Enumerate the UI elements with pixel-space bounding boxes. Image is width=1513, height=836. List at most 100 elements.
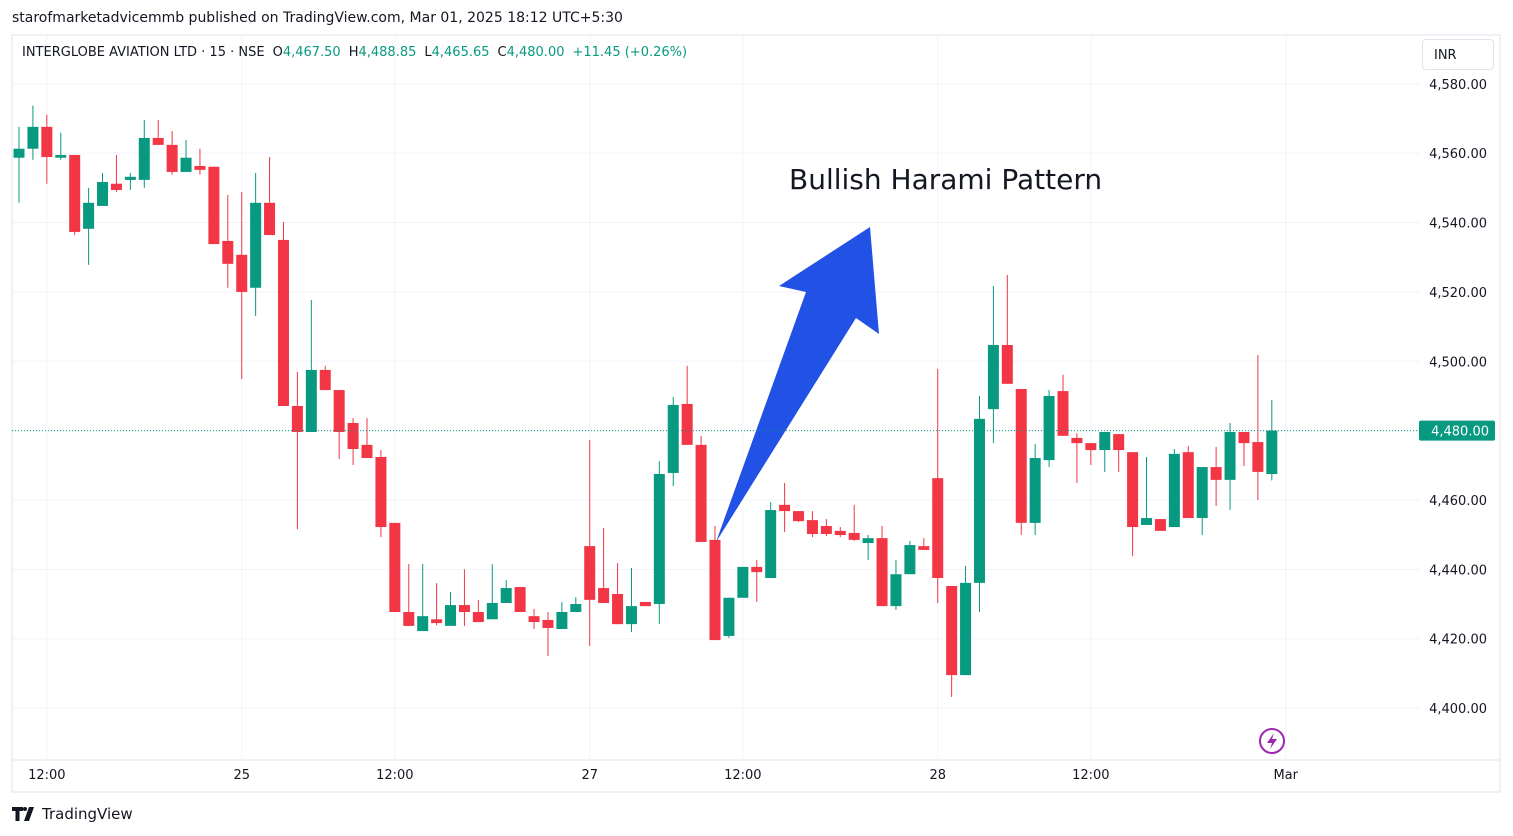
x-tick-label: 12:00	[376, 768, 413, 783]
last-price-tag	[1419, 420, 1495, 441]
y-tick-label: 4,560.00	[1429, 147, 1487, 162]
candle-body	[667, 404, 679, 473]
y-tick-label: 4,580.00	[1429, 78, 1487, 93]
legend-key: H	[348, 45, 359, 60]
candle-body	[264, 202, 276, 236]
candle-body	[389, 522, 401, 613]
legend-key: O	[272, 45, 283, 60]
candle-body	[1029, 458, 1041, 523]
x-tick-label: 25	[233, 768, 250, 783]
candle-body	[1252, 442, 1264, 472]
candle-body	[1182, 452, 1194, 519]
candle-body	[1113, 434, 1125, 451]
candle-body	[1057, 391, 1069, 436]
y-tick-label: 4,500.00	[1429, 355, 1487, 370]
candle-body	[152, 137, 164, 145]
candle-body	[765, 510, 777, 579]
legend: INTERGLOBE AVIATION LTD · 15 · NSE O 4,467…	[22, 45, 687, 60]
candle-body	[723, 597, 735, 636]
candle-body	[918, 546, 930, 550]
candle-body	[1154, 519, 1166, 531]
candle-body	[932, 478, 944, 579]
candle-body	[709, 539, 721, 641]
candle-body	[1001, 344, 1013, 384]
currency-button[interactable]: INR	[1422, 39, 1494, 70]
candle-body	[862, 538, 874, 543]
axes: 4,400.00 4,420.00 4,440.00 4,460.00 4,480.00…	[12, 78, 1495, 783]
candle-body	[486, 602, 498, 620]
candle-body	[834, 530, 846, 536]
candle-body	[375, 456, 387, 528]
candles	[13, 105, 1278, 697]
footer: TradingView	[12, 805, 133, 823]
brand: TradingView	[42, 805, 133, 823]
candle-body	[69, 154, 81, 232]
grid	[12, 35, 1420, 760]
candle-body	[876, 538, 888, 607]
candle-body	[946, 585, 958, 676]
candle-body	[138, 137, 150, 180]
y-tick-label: 4,420.00	[1429, 633, 1487, 648]
candle-body	[208, 166, 220, 245]
candle-body	[333, 390, 345, 433]
candle-body	[83, 202, 95, 229]
y-tick-label: 4,540.00	[1429, 217, 1487, 232]
candle-body	[124, 176, 136, 180]
candle-body	[319, 369, 331, 391]
candle-body	[194, 166, 206, 170]
legend-value: 4,467.50	[282, 45, 341, 60]
candle-body	[737, 566, 749, 598]
candle-body	[1127, 452, 1139, 528]
candle-body	[403, 612, 415, 626]
candle-body	[556, 612, 568, 629]
candle-body	[277, 239, 289, 407]
last-price-label: 4,480.00	[1431, 425, 1489, 440]
candle-body	[458, 605, 470, 613]
legend-value: 4,465.65	[431, 45, 490, 60]
x-tick-label: 12:00	[724, 768, 761, 783]
candle-body	[250, 202, 262, 288]
candle-body	[361, 444, 373, 459]
x-tick-label: 28	[929, 768, 946, 783]
candle-body	[681, 403, 693, 445]
candle-body	[166, 144, 178, 172]
candle-body	[639, 601, 651, 607]
candle-body	[625, 606, 637, 625]
candle-body	[653, 473, 665, 605]
candle-body	[1266, 430, 1278, 474]
candle-body	[1210, 467, 1222, 480]
candle-body	[987, 344, 999, 410]
x-tick-label: 12:00	[1072, 768, 1109, 783]
candle-body	[695, 444, 707, 542]
candle-body	[236, 254, 248, 292]
candle-body	[542, 619, 554, 628]
x-tick-label: Mar	[1273, 768, 1298, 783]
candle-body	[1071, 437, 1083, 444]
candle-body	[1015, 389, 1027, 523]
candle-body	[904, 545, 916, 575]
candle-body	[960, 582, 972, 676]
x-tick-label: 27	[581, 768, 598, 783]
candle-body	[598, 588, 610, 603]
legend-value: 4,480.00	[506, 45, 565, 60]
candle-body	[27, 126, 39, 149]
candle-body	[417, 616, 429, 632]
candle-body	[528, 616, 540, 623]
candle-body	[973, 418, 985, 583]
candle-body	[500, 588, 512, 603]
candle-body	[890, 574, 902, 607]
legend-change: +11.45 (+0.26%)	[572, 45, 688, 60]
candle-body	[1085, 443, 1097, 451]
candle-body	[514, 587, 526, 613]
pane-border	[11, 34, 1501, 793]
y-tick-label: 4,400.00	[1429, 702, 1487, 717]
candle-body	[347, 423, 359, 450]
candle-body	[305, 369, 317, 433]
candle-body	[1168, 453, 1180, 528]
y-tick-label: 4,440.00	[1429, 563, 1487, 578]
y-tick-label: 4,520.00	[1429, 286, 1487, 301]
candle-body	[13, 148, 25, 158]
alert-icon	[1259, 728, 1285, 754]
